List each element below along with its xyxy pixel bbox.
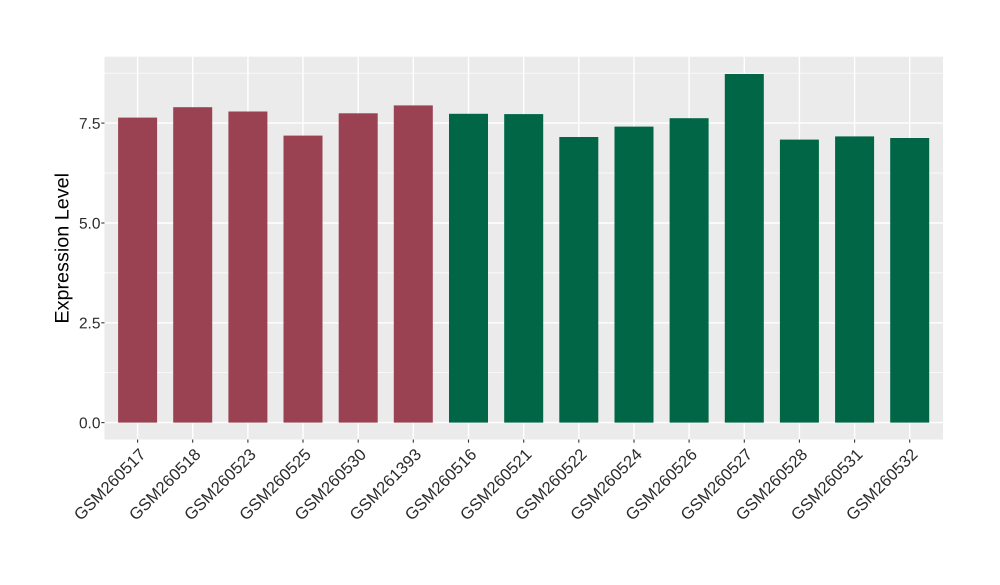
- svg-text:Expression Level: Expression Level: [52, 173, 74, 324]
- svg-text:2.5: 2.5: [79, 315, 101, 332]
- svg-text:5.0: 5.0: [79, 216, 101, 233]
- svg-text:0.0: 0.0: [79, 415, 101, 432]
- svg-text:7.5: 7.5: [79, 116, 101, 133]
